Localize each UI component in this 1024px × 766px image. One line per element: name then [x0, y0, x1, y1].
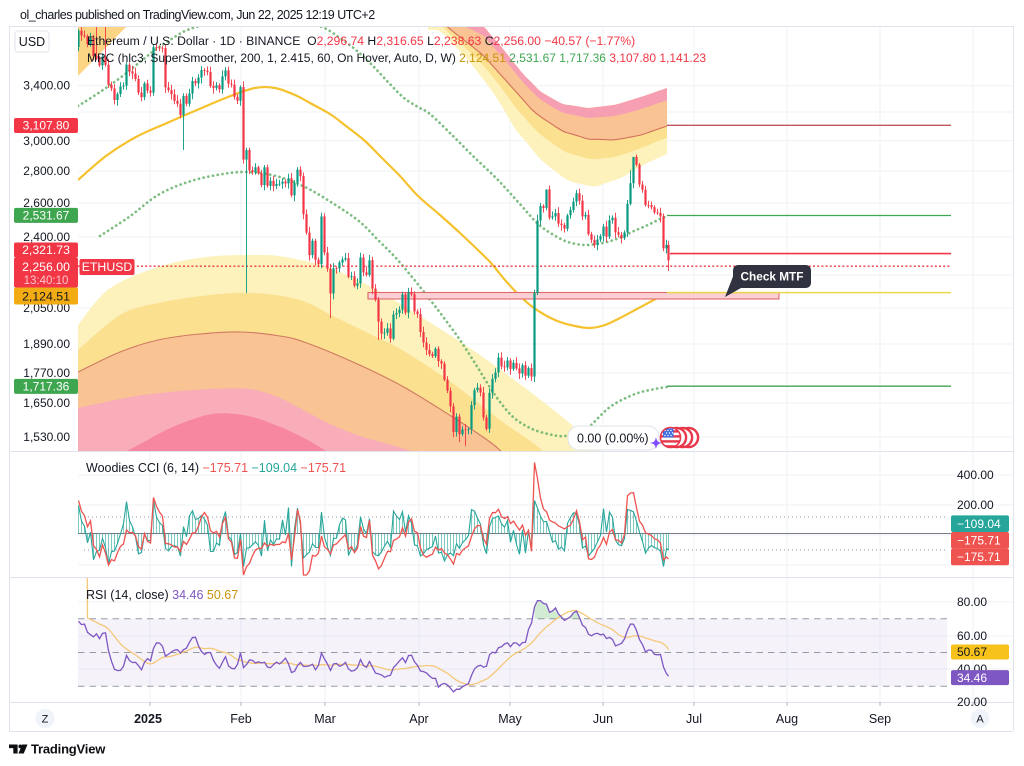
svg-text:3,107.80: 3,107.80: [23, 119, 70, 133]
svg-text:2,400.00: 2,400.00: [23, 230, 70, 244]
svg-text:Apr: Apr: [409, 712, 428, 726]
svg-text:Check MTF: Check MTF: [741, 270, 804, 284]
svg-text:Z: Z: [42, 714, 49, 726]
svg-text:2,531.67: 2,531.67: [23, 208, 70, 222]
svg-text:1,650.00: 1,650.00: [23, 396, 70, 410]
svg-text:Jul: Jul: [686, 712, 702, 726]
svg-text:Jun: Jun: [593, 712, 613, 726]
svg-text:USD: USD: [19, 35, 45, 49]
svg-text:−109.04: −109.04: [957, 517, 1001, 531]
svg-text:Sep: Sep: [869, 712, 891, 726]
svg-text:Woodies CCI (6, 14) −175.71 −1: Woodies CCI (6, 14) −175.71 −109.04 −175…: [86, 461, 346, 475]
svg-text:20.00: 20.00: [957, 695, 987, 709]
svg-text:2,600.00: 2,600.00: [23, 196, 70, 210]
svg-text:1,717.36: 1,717.36: [23, 379, 70, 393]
svg-text:−175.71: −175.71: [957, 534, 1001, 548]
svg-text:Feb: Feb: [230, 712, 252, 726]
svg-text:34.46: 34.46: [957, 671, 987, 685]
svg-text:ol_charles published on Tradin: ol_charles published on TradingView.com,…: [20, 8, 375, 22]
svg-text:May: May: [498, 712, 522, 726]
svg-text:2,256.00: 2,256.00: [22, 260, 70, 274]
svg-text:2,800.00: 2,800.00: [23, 164, 70, 178]
svg-text:Aug: Aug: [776, 712, 798, 726]
svg-text:ETHUSD: ETHUSD: [82, 260, 133, 274]
svg-text:80.00: 80.00: [957, 595, 987, 609]
svg-text:Mar: Mar: [314, 712, 336, 726]
svg-text:1,770.00: 1,770.00: [23, 366, 70, 380]
svg-text:3,400.00: 3,400.00: [23, 79, 70, 93]
svg-text:400.00: 400.00: [957, 468, 994, 482]
svg-text:1,890.00: 1,890.00: [23, 337, 70, 351]
svg-text:2,321.73: 2,321.73: [22, 243, 70, 257]
svg-text:200.00: 200.00: [957, 498, 994, 512]
svg-text:RSI (14, close) 34.46 50.67: RSI (14, close) 34.46 50.67: [86, 588, 238, 602]
svg-text:−175.71: −175.71: [957, 550, 1001, 564]
svg-text:TradingView: TradingView: [31, 742, 106, 757]
svg-text:13:40:10: 13:40:10: [24, 275, 69, 287]
svg-text:1,530.00: 1,530.00: [23, 430, 70, 444]
svg-text:2,124.51: 2,124.51: [22, 290, 70, 304]
svg-text:3,000.00: 3,000.00: [23, 134, 70, 148]
svg-text:2025: 2025: [134, 712, 162, 726]
svg-text:50.67: 50.67: [957, 645, 987, 659]
svg-text:Ethereum / U.S. Dollar · 1D ·: Ethereum / U.S. Dollar · 1D · BINANCE O2…: [87, 34, 635, 48]
svg-text:60.00: 60.00: [957, 629, 987, 643]
svg-text:MRC (hlc3, SuperSmoother, 200,: MRC (hlc3, SuperSmoother, 200, 1, 2.415,…: [87, 51, 706, 65]
svg-text:0.00 (0.00%): 0.00 (0.00%): [577, 432, 649, 446]
svg-text:A: A: [976, 714, 984, 726]
